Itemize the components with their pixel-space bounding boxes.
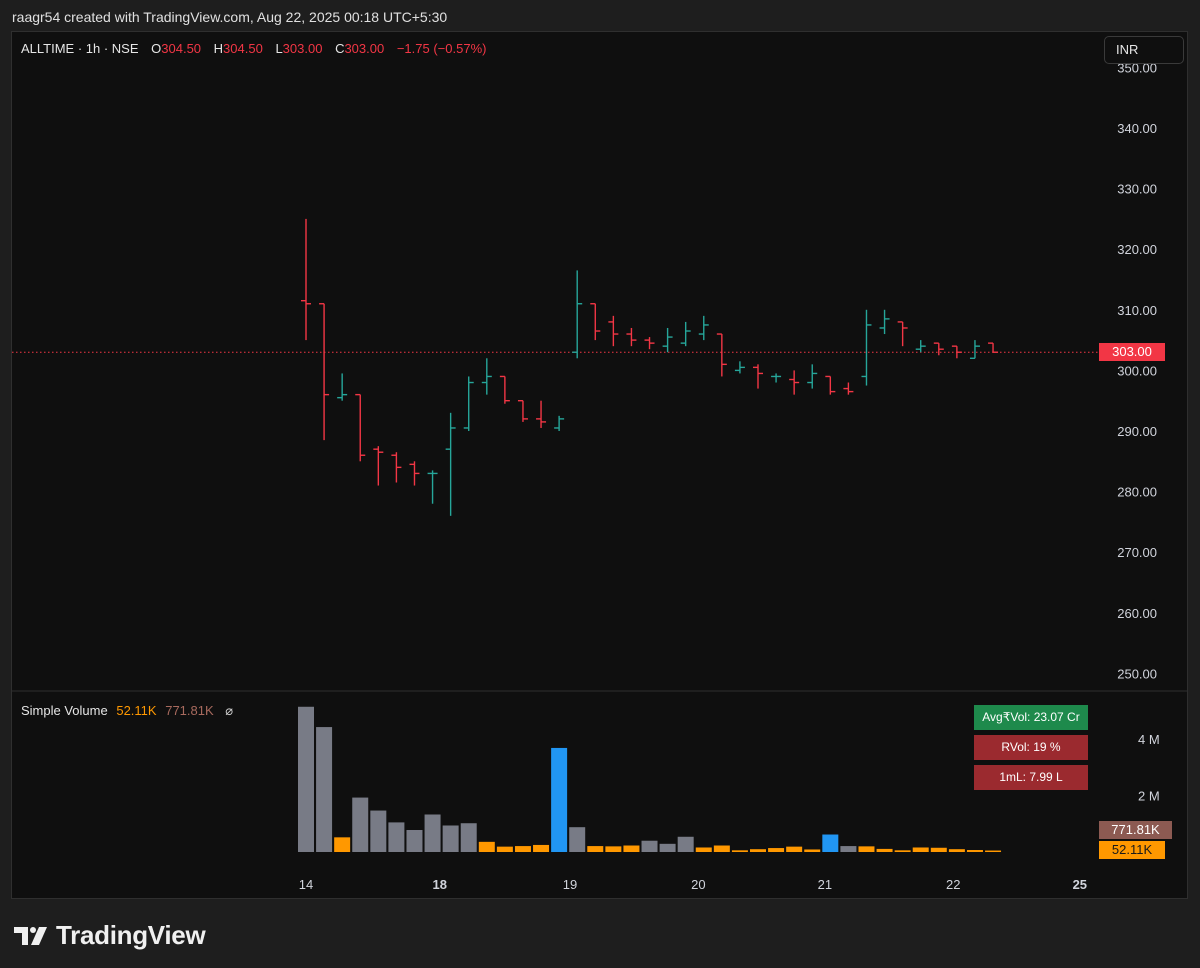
volume-legend: Simple Volume 52.11K 771.81K ⌀ bbox=[21, 703, 233, 719]
volume-bar bbox=[930, 847, 947, 852]
volume-bar bbox=[750, 849, 766, 852]
volume-bar bbox=[804, 849, 821, 852]
volume-bar bbox=[623, 845, 640, 852]
price-axis-label: 250.00 bbox=[1117, 666, 1157, 681]
volume-value-1: 52.11K bbox=[116, 703, 157, 718]
volume-tag-2: 52.11K bbox=[1099, 841, 1165, 859]
volume-value-2: 771.81K bbox=[165, 703, 214, 718]
volume-bar bbox=[731, 850, 748, 852]
volume-bar bbox=[334, 837, 351, 852]
volume-bar bbox=[876, 848, 893, 852]
volume-bar bbox=[659, 843, 676, 852]
volume-bar bbox=[316, 727, 333, 852]
volume-bar bbox=[695, 847, 712, 852]
header-text: raagr54 created with TradingView.com, Au… bbox=[12, 9, 448, 25]
volume-bar bbox=[424, 814, 441, 852]
open-label: O bbox=[151, 41, 162, 56]
time-axis-label: 18 bbox=[433, 877, 447, 892]
volume-axis-label: 4 M bbox=[1138, 732, 1160, 747]
volume-bar bbox=[298, 706, 314, 852]
volume-bar bbox=[966, 850, 983, 852]
price-axis-label: 270.00 bbox=[1117, 545, 1157, 560]
volume-bar bbox=[713, 845, 730, 852]
volume-bar bbox=[370, 810, 387, 852]
price-axis-label: 290.00 bbox=[1117, 424, 1157, 439]
hide-indicator-icon[interactable]: ⌀ bbox=[225, 703, 234, 718]
price-axis-label: 310.00 bbox=[1117, 303, 1157, 318]
price-axis-label: 340.00 bbox=[1117, 121, 1157, 136]
brand-name: TradingView bbox=[56, 920, 206, 950]
price-axis-label: 280.00 bbox=[1117, 485, 1157, 500]
last-price-tag: 303.00 bbox=[1099, 343, 1165, 361]
volume-bar bbox=[569, 827, 586, 852]
volume-bar bbox=[786, 846, 803, 852]
time-axis-label: 20 bbox=[691, 877, 705, 892]
volume-bar bbox=[514, 846, 531, 852]
price-axis-label: 300.00 bbox=[1117, 363, 1157, 378]
volume-bar bbox=[840, 846, 857, 852]
currency-button[interactable]: INR bbox=[1104, 36, 1184, 64]
volume-bar bbox=[948, 849, 965, 852]
volume-bar bbox=[587, 846, 604, 852]
volume-bar bbox=[533, 844, 550, 852]
volume-bar bbox=[912, 847, 929, 852]
volume-axis-label: 2 M bbox=[1138, 789, 1160, 804]
tradingview-logo[interactable]: TradingView bbox=[14, 920, 206, 951]
volume-bar bbox=[677, 836, 694, 852]
change-value: −1.75 (−0.57%) bbox=[396, 41, 487, 56]
time-axis-label: 21 bbox=[818, 877, 832, 892]
volume-bar bbox=[496, 846, 513, 852]
price-axis-label: 260.00 bbox=[1117, 606, 1157, 621]
volume-title[interactable]: Simple Volume bbox=[21, 703, 108, 718]
volume-bar bbox=[478, 841, 495, 852]
symbol-info[interactable]: ALLTIME · 1h · NSE bbox=[21, 41, 139, 56]
time-axis-label: 19 bbox=[563, 877, 577, 892]
volume-bar bbox=[352, 797, 369, 852]
low-label: L bbox=[275, 41, 283, 56]
open-value: 304.50 bbox=[161, 41, 202, 56]
high-value: 304.50 bbox=[223, 41, 263, 56]
low-value: 303.00 bbox=[282, 41, 323, 56]
rvol-badge: RVol: 19 % bbox=[974, 735, 1088, 760]
price-axis-label: 330.00 bbox=[1117, 182, 1157, 197]
volume-bar bbox=[822, 834, 839, 852]
tradingview-logo-icon bbox=[14, 926, 47, 945]
volume-tag-1: 771.81K bbox=[1099, 821, 1172, 839]
volume-bar bbox=[406, 830, 423, 852]
volume-bar bbox=[641, 840, 658, 852]
price-axis-label: 350.00 bbox=[1117, 60, 1157, 75]
price-axis-label: 320.00 bbox=[1117, 242, 1157, 257]
volume-bar bbox=[894, 850, 911, 852]
volume-bar bbox=[460, 823, 477, 852]
avg-volume-badge: Avg₹Vol: 23.07 Cr bbox=[974, 705, 1088, 730]
symbol-legend: ALLTIME · 1h · NSE O304.50 H304.50 L303.… bbox=[21, 41, 486, 56]
volume-bar bbox=[442, 825, 459, 852]
volume-bar bbox=[551, 747, 568, 852]
time-axis-label: 25 bbox=[1073, 877, 1087, 892]
volume-bar bbox=[605, 846, 622, 852]
time-axis-label: 14 bbox=[299, 877, 313, 892]
close-label: C bbox=[335, 41, 345, 56]
close-value: 303.00 bbox=[344, 41, 385, 56]
volume-bar bbox=[858, 846, 875, 852]
one-ml-badge: 1mL: 7.99 L bbox=[974, 765, 1088, 790]
volume-bar bbox=[768, 848, 785, 852]
high-label: H bbox=[213, 41, 224, 56]
volume-bar bbox=[388, 822, 405, 852]
time-axis-label: 22 bbox=[946, 877, 960, 892]
volume-bar bbox=[985, 850, 1002, 852]
